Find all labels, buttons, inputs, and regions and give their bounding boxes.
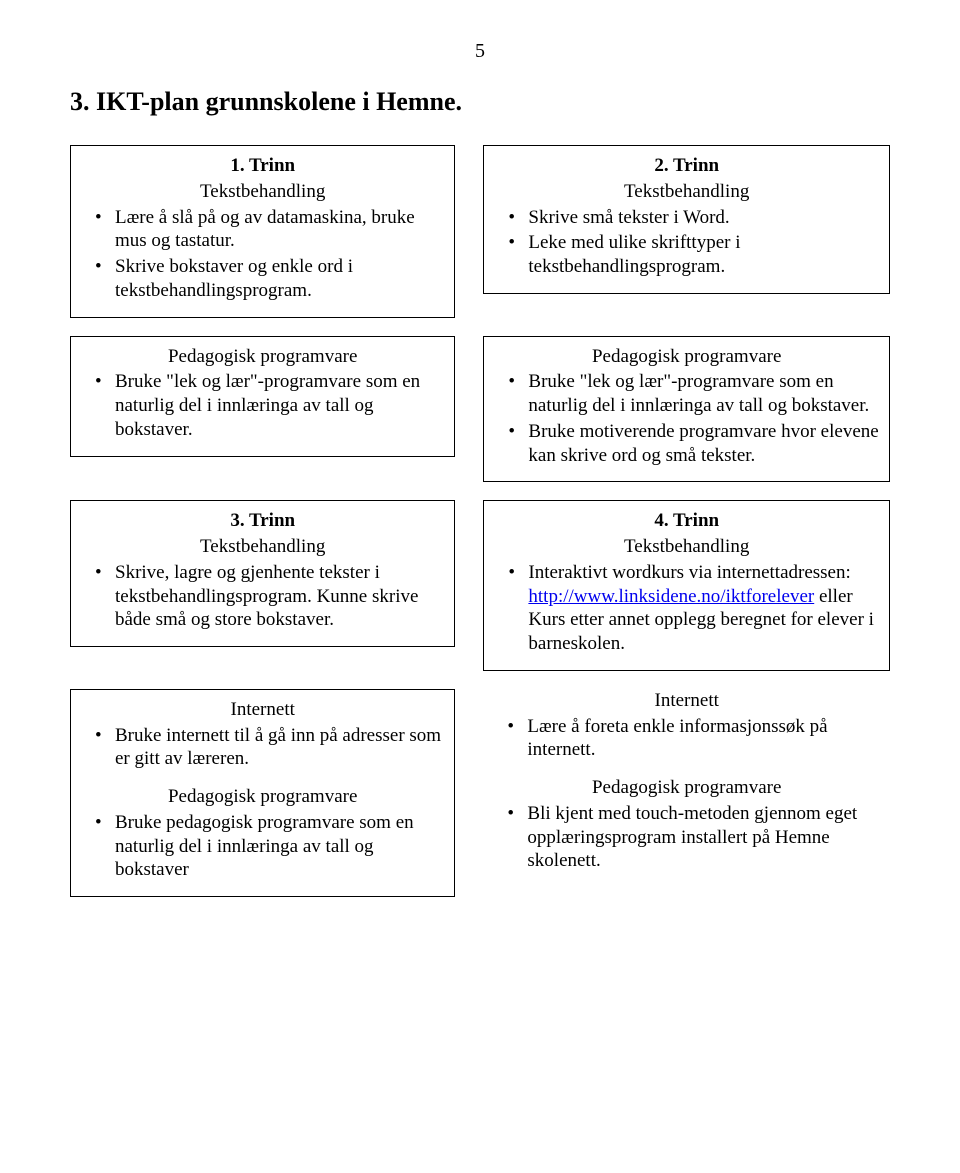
bullet-list: Interaktivt wordkurs via internettadress…	[494, 561, 879, 656]
bullet-list: Bruke internett til å gå inn på adresser…	[81, 724, 444, 772]
row-ped-1-2: Pedagogisk programvare Bruke "lek og lær…	[70, 336, 890, 483]
bullet-list: Lære å slå på og av datamaskina, bruke m…	[81, 206, 444, 303]
cell-title: 3. Trinn	[81, 509, 444, 533]
row-net-ped-3-4: Internett Bruke internett til å gå inn p…	[70, 689, 890, 897]
text: Interaktivt wordkurs via internettadress…	[528, 562, 850, 583]
cell-subheading: Tekstbehandling	[494, 535, 879, 559]
cell-net-ped-4: Internett Lære å foreta enkle informasjo…	[483, 689, 890, 887]
cell-subheading: Tekstbehandling	[81, 180, 444, 204]
row-trinn-1-2: 1. Trinn Tekstbehandling Lære å slå på o…	[70, 145, 890, 318]
list-item: Bruke pedagogisk programvare som en natu…	[81, 811, 444, 882]
bullet-list: Skrive små tekster i Word. Leke med ulik…	[494, 206, 879, 279]
list-item: Leke med ulike skrifttyper i tekstbehand…	[494, 231, 879, 279]
cell-title: 1. Trinn	[81, 154, 444, 178]
cell-subheading: Internett	[81, 698, 444, 722]
cell-subheading: Pedagogisk programvare	[493, 776, 880, 800]
cell-subheading: Pedagogisk programvare	[81, 785, 444, 809]
cell-trinn-4: 4. Trinn Tekstbehandling Interaktivt wor…	[483, 500, 890, 671]
cell-ped-1: Pedagogisk programvare Bruke "lek og lær…	[70, 336, 455, 457]
bullet-list: Bli kjent med touch-metoden gjennom eget…	[493, 802, 880, 873]
list-item: Bruke motiverende programvare hvor eleve…	[494, 420, 879, 468]
list-item: Bruke "lek og lær"-programvare som en na…	[81, 370, 444, 441]
bullet-list: Bruke "lek og lær"-programvare som en na…	[494, 370, 879, 467]
cell-net-ped-3: Internett Bruke internett til å gå inn p…	[70, 689, 455, 897]
row-trinn-3-4: 3. Trinn Tekstbehandling Skrive, lagre o…	[70, 500, 890, 671]
cell-title: 4. Trinn	[494, 509, 879, 533]
bullet-list: Bruke "lek og lær"-programvare som en na…	[81, 370, 444, 441]
list-item: Skrive små tekster i Word.	[494, 206, 879, 230]
list-item: Interaktivt wordkurs via internettadress…	[494, 561, 879, 656]
bullet-list: Skrive, lagre og gjenhente tekster i tek…	[81, 561, 444, 632]
list-item: Lære å slå på og av datamaskina, bruke m…	[81, 206, 444, 254]
list-item: Bruke "lek og lær"-programvare som en na…	[494, 370, 879, 418]
list-item: Lære å foreta enkle informasjonssøk på i…	[493, 715, 880, 763]
bullet-list: Bruke pedagogisk programvare som en natu…	[81, 811, 444, 882]
section-heading: 3. IKT-plan grunnskolene i Hemne.	[70, 87, 890, 117]
cell-subheading: Tekstbehandling	[494, 180, 879, 204]
cell-ped-2: Pedagogisk programvare Bruke "lek og lær…	[483, 336, 890, 483]
cell-subheading: Internett	[493, 689, 880, 713]
cell-subheading: Pedagogisk programvare	[81, 345, 444, 369]
cell-title: 2. Trinn	[494, 154, 879, 178]
list-item: Bruke internett til å gå inn på adresser…	[81, 724, 444, 772]
cell-trinn-2: 2. Trinn Tekstbehandling Skrive små teks…	[483, 145, 890, 294]
list-item: Skrive, lagre og gjenhente tekster i tek…	[81, 561, 444, 632]
cell-subheading: Pedagogisk programvare	[494, 345, 879, 369]
link-iktforelever[interactable]: http://www.linksidene.no/iktforelever	[528, 586, 814, 607]
text: eller	[814, 586, 853, 607]
cell-trinn-3: 3. Trinn Tekstbehandling Skrive, lagre o…	[70, 500, 455, 647]
page-number: 5	[70, 40, 890, 63]
list-item: Skrive bokstaver og enkle ord i tekstbeh…	[81, 255, 444, 303]
cell-trinn-1: 1. Trinn Tekstbehandling Lære å slå på o…	[70, 145, 455, 318]
list-item: Bli kjent med touch-metoden gjennom eget…	[493, 802, 880, 873]
text: Kurs etter annet opplegg beregnet for el…	[528, 608, 879, 656]
bullet-list: Lære å foreta enkle informasjonssøk på i…	[493, 715, 880, 763]
cell-subheading: Tekstbehandling	[81, 535, 444, 559]
